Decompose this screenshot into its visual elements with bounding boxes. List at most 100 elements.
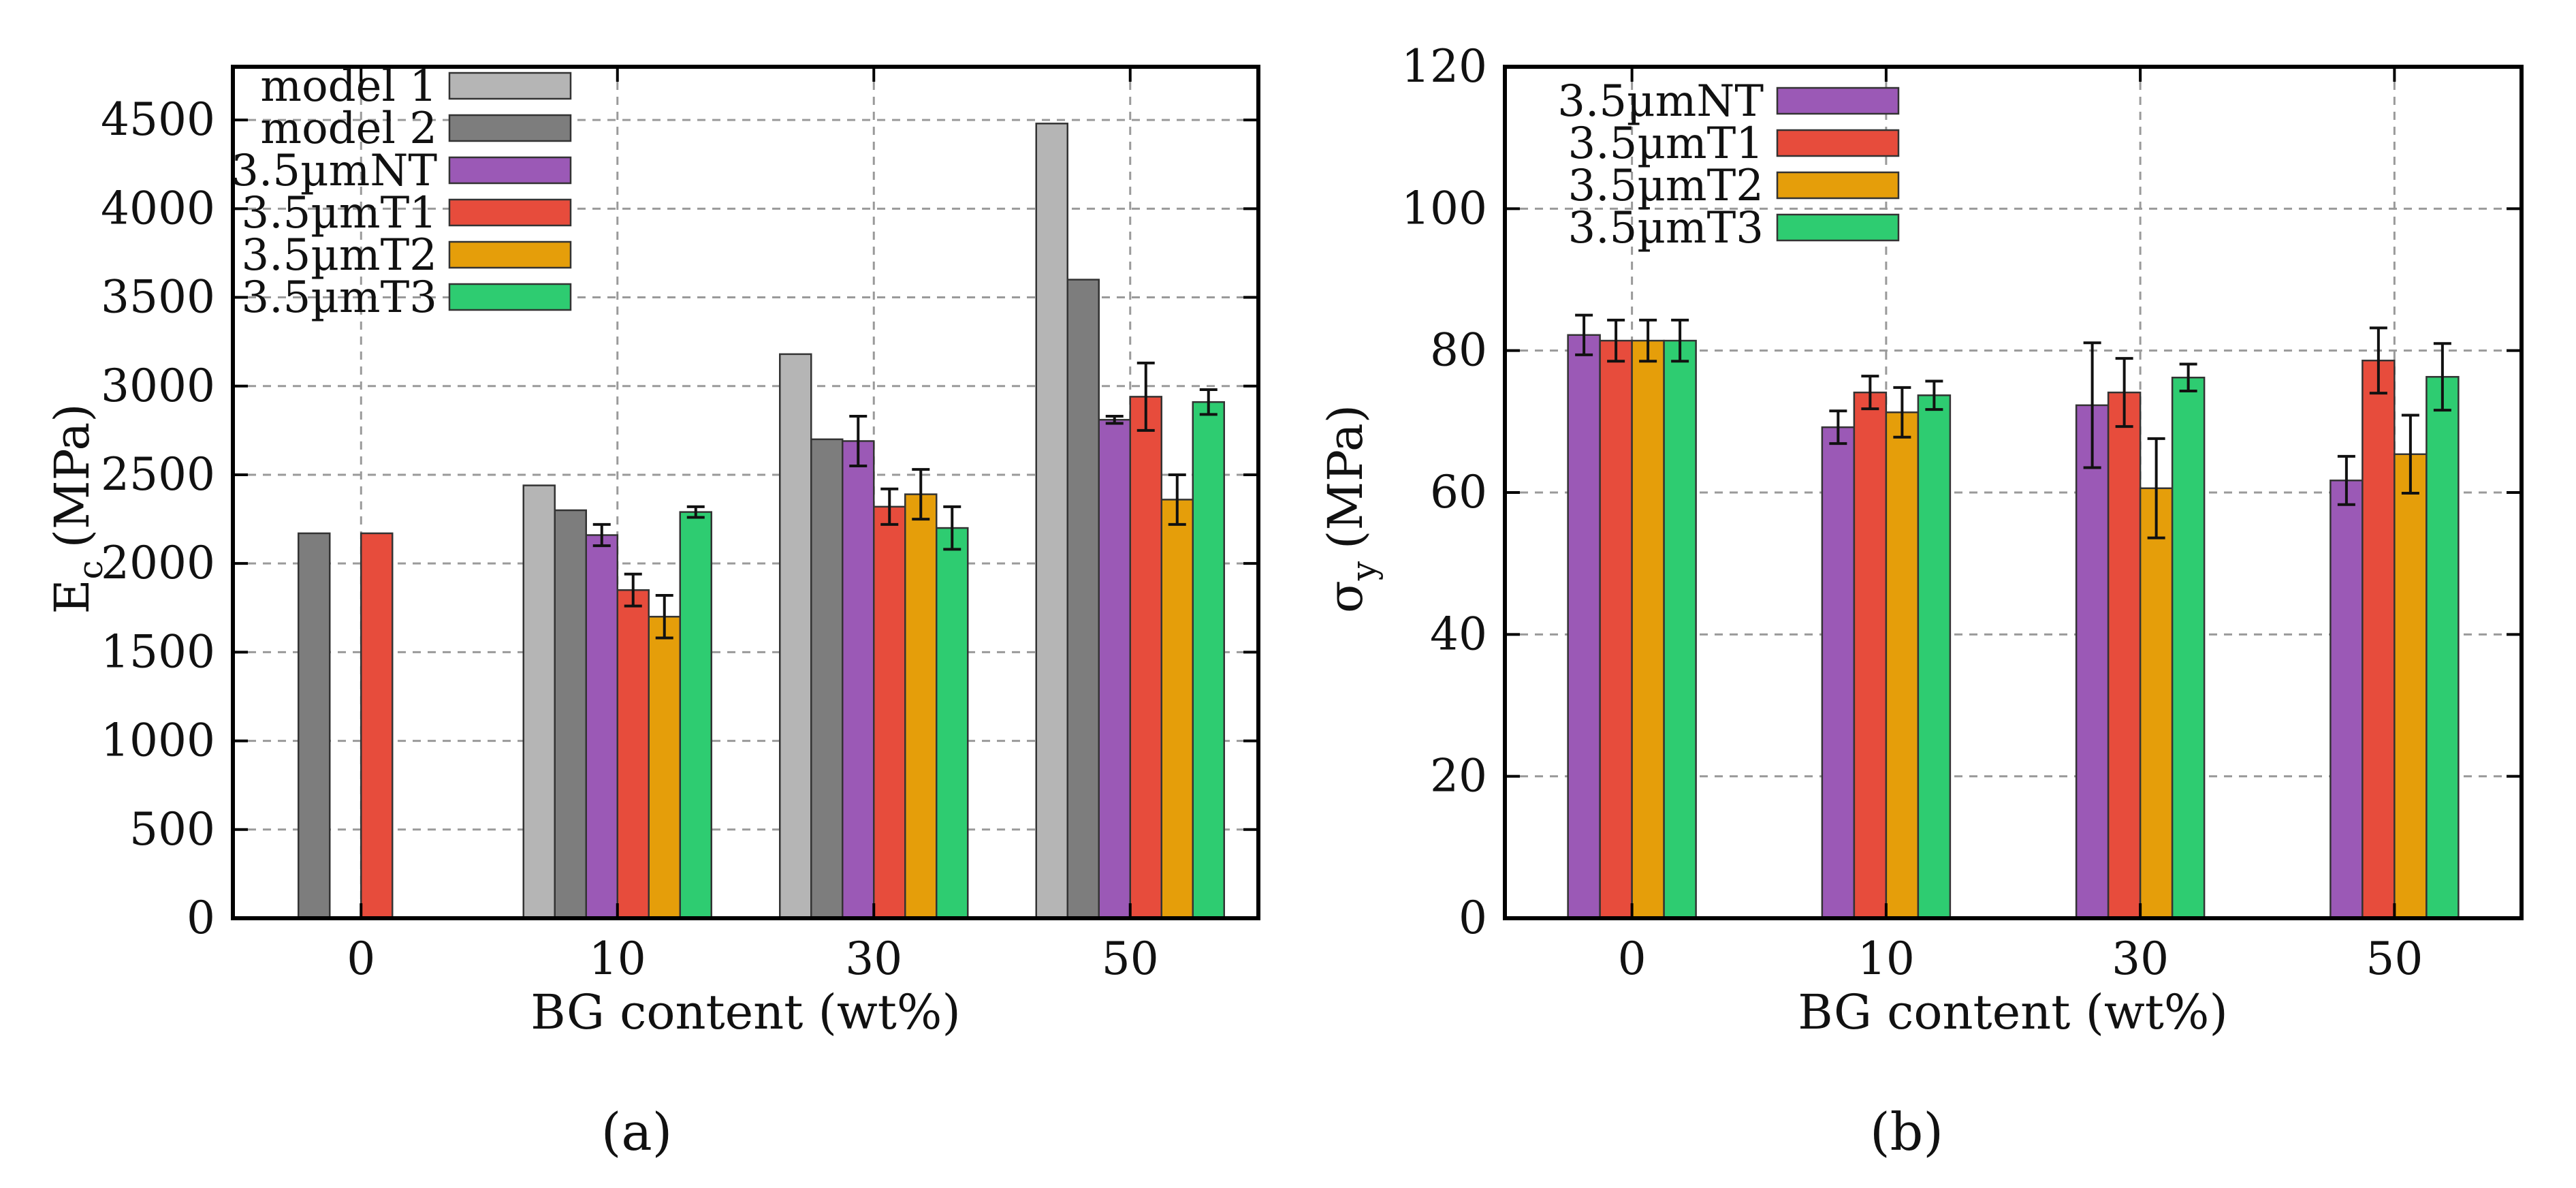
x-tick-label: 30 [2112,933,2169,985]
y-tick-label: 4000 [101,182,215,234]
y-tick-label: 3500 [101,271,215,324]
y-tick-label: 0 [1459,892,1487,944]
bar [1192,401,1225,920]
y-axis-title-b: σy (MPa) [1318,405,1384,613]
x-tick-label: 0 [1618,933,1647,985]
y-tick-label: 20 [1430,750,1487,802]
panel-label-a: (a) [601,1101,673,1162]
bar [1821,426,1856,920]
y-tick-label: 2000 [101,537,215,589]
bar [2107,391,2142,920]
bar [1917,394,1952,920]
bar [873,505,906,920]
y-tick-label: 2500 [101,448,215,501]
legend-swatch [1776,171,1900,200]
bar [360,532,394,920]
bar [810,438,844,920]
legend-swatch [448,198,572,227]
axis-ticks-a: 0 500 1000 1500 2000 2500 3000 3500 4000 4500 0 10 3… [101,67,1258,985]
bar [936,527,969,920]
plot-frame-a [231,65,1260,920]
y-axis-unit-a: (MPa) [44,403,100,548]
legend-swatch [448,72,572,100]
bar [2394,453,2428,920]
bar [1066,279,1100,920]
bar [2329,480,2364,920]
bar [1129,396,1162,920]
legend-swatch [1776,129,1900,157]
y-axis-unit-b: (MPa) [1318,405,1373,549]
bar [1631,339,1665,920]
legend-label: 3.5µmT1 [1568,119,1764,169]
y-tick-label: 4500 [101,93,215,146]
x-axis-title-a: BG content (wt%) [530,984,961,1040]
bar [1599,339,1633,920]
legend-swatch [1776,87,1900,115]
bar [585,534,618,920]
bar [2139,487,2174,920]
bar [1035,123,1068,920]
bar [904,493,938,920]
y-tick-label: 1000 [101,715,215,767]
bar [298,532,331,920]
legend-swatch [448,114,572,142]
legend-label: 3.5µmNT [231,146,437,196]
x-tick-label: 50 [1102,933,1159,985]
legend-swatch [1776,213,1900,242]
y-tick-label: 40 [1430,608,1487,660]
bar [2426,375,2460,920]
panel-label-b: (b) [1870,1101,1943,1162]
bars-a [298,123,1225,920]
bar [1098,418,1131,920]
legend-swatch [448,283,572,311]
y-axis-symbol-b: σ [1318,580,1373,613]
y-axis-subscript-b: y [1344,561,1384,581]
y-axis-title-a: Ec (MPa) [44,403,110,614]
legend-label: 3.5µmNT [1557,76,1764,127]
error-bars-b [1575,313,2451,540]
bar [616,589,650,920]
x-tick-label: 10 [1858,933,1915,985]
y-axis-symbol-a: E [44,579,100,614]
bar [1853,391,1888,920]
bar [2075,404,2110,920]
y-tick-label: 500 [129,803,215,856]
bar [1885,411,1920,920]
y-tick-label: 60 [1430,466,1487,518]
y-tick-label: 120 [1401,40,1487,93]
legend-label: 3.5µmT2 [242,230,437,281]
x-tick-label: 10 [589,933,646,985]
axis-ticks-b: 0 20 40 60 80 100 120 0 10 30 50 [1401,40,2522,985]
x-tick-label: 30 [845,933,902,985]
x-tick-label: 50 [2366,933,2423,985]
legend-swatch [448,156,572,185]
plot-frame-b [1503,65,2524,920]
bar [779,353,812,920]
legend-label: 3.5µmT3 [1568,203,1764,253]
bar [2362,360,2396,920]
y-tick-label: 100 [1401,182,1487,234]
bar [522,484,556,920]
chart-panel-a: 0 500 1000 1500 2000 2500 3000 3500 4000 4500 0 10 3… [44,61,1260,1162]
x-tick-label: 0 [347,933,375,985]
bar [648,616,681,920]
legend-label: 3.5µmT3 [242,272,437,323]
bar [1160,499,1194,920]
bar [1567,334,1601,920]
error-bars-a [592,361,1218,640]
legend-label: 3.5µmT2 [1568,161,1764,211]
y-tick-label: 0 [187,892,215,944]
y-tick-label: 3000 [101,360,215,412]
legend-label: model 2 [260,104,437,154]
bar [842,440,875,920]
x-axis-title-b: BG content (wt%) [1798,984,2228,1040]
legend-label: model 1 [260,61,437,112]
bar [1663,339,1697,920]
y-axis-subscript-a: c [71,560,110,579]
bar [2171,377,2206,920]
bar [679,511,712,920]
bars-b [1567,334,2460,920]
